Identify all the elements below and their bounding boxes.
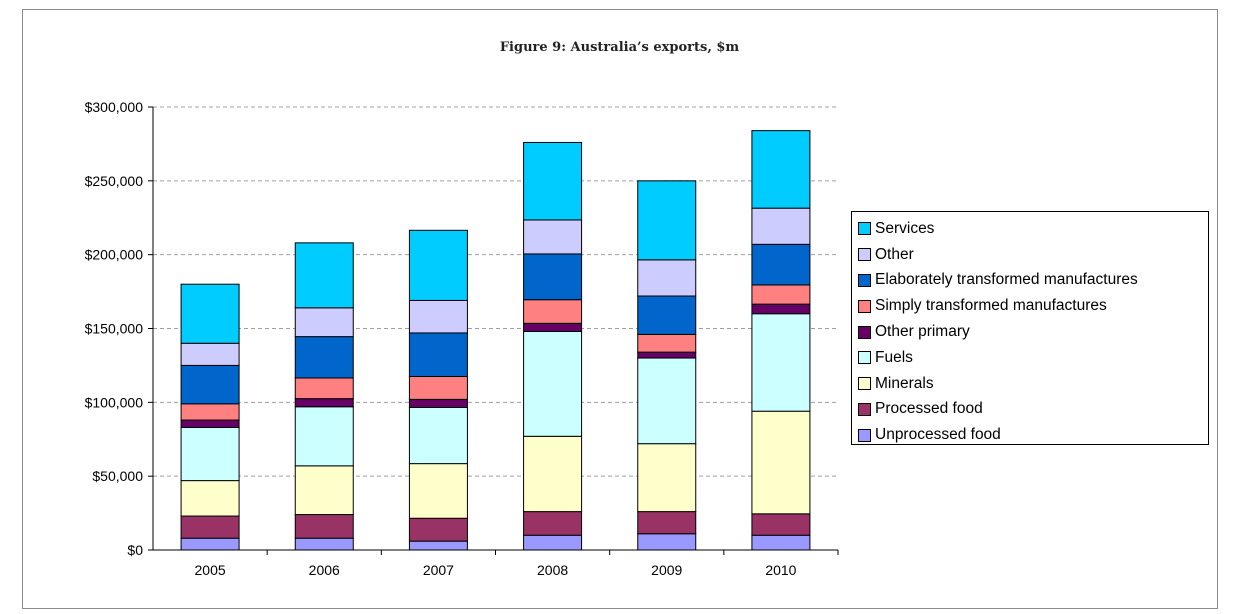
bar-segment [523,141,583,221]
legend-label: Minerals [875,374,934,392]
bar-segment [294,377,354,400]
bar-segment [294,307,354,338]
y-tick-label: $150,000 [85,321,144,337]
legend-swatch [858,222,871,236]
x-tick-label: 2007 [423,562,454,578]
legend-item: Processed food [858,397,1208,423]
legend-item: Unprocessed food [858,422,1208,448]
bar-segment [408,299,468,334]
chart-title: Figure 9: Australia’s exports, $m [499,40,740,55]
bar-segment [408,229,468,301]
bar-segment [523,219,583,255]
bar-segment [751,284,811,305]
bar-segment [408,540,468,551]
y-tick-label: $0 [127,542,143,558]
chart-legend: Services Other Elaborately transformed man… [851,211,1209,445]
bar-segment [751,303,811,315]
bar-segment [408,407,468,465]
legend-item: Simply transformed manufactures [858,293,1208,319]
x-tick-label: 2006 [309,562,340,578]
bar-segment [408,375,468,400]
bar-segment [408,332,468,377]
legend-label: Services [875,219,935,237]
bar-segment [637,351,697,359]
x-tick-label: 2010 [765,562,796,578]
legend-swatch [858,377,871,391]
legend-swatch [858,402,871,416]
bar-segment [523,435,583,513]
bar-segment [294,465,354,516]
bar-segment [751,130,811,209]
legend-swatch [858,248,871,262]
bar-segment [523,330,583,437]
legend-label: Other primary [875,323,970,341]
bar-segment [637,333,697,353]
bar-segment [294,242,354,309]
y-tick-label: $100,000 [85,394,144,410]
bar-segment [294,537,354,551]
legend-label: Fuels [875,348,913,366]
legend-item: Other primary [858,319,1208,345]
legend-label: Processed food [875,400,983,418]
bar-segment [637,180,697,261]
bar-segment [523,511,583,536]
x-tick-label: 2008 [537,562,568,578]
y-tick-label: $250,000 [85,173,144,189]
legend-swatch [858,273,871,287]
bar-segment [637,533,697,551]
bar-segment [751,513,811,536]
bar-segment [408,463,468,519]
bar-segment [751,313,811,412]
legend-item: Minerals [858,371,1208,397]
bar-segment [294,398,354,408]
legend-swatch [858,351,871,365]
bar-segment [180,364,240,405]
x-tick-label: 2005 [195,562,226,578]
bar-segment [751,243,811,286]
bar-segment [637,295,697,335]
bar-segment [180,403,240,421]
legend-item: Other [858,242,1208,268]
bar-segment [523,299,583,324]
legend-swatch [858,325,871,339]
bar-segment [637,259,697,297]
bar-segment [637,511,697,535]
bar-segment [523,322,583,332]
legend-label: Other [875,245,914,263]
y-tick-label: $200,000 [85,247,144,263]
bar-segment [294,406,354,467]
bar-segment [180,480,240,517]
legend-label: Elaborately transformed manufactures [875,271,1138,289]
bar-segment [408,398,468,409]
bar-segment [180,515,240,539]
bar-segment [751,207,811,245]
bar-segment [180,283,240,344]
legend-swatch [858,428,871,442]
legend-label: Unprocessed food [875,426,1001,444]
y-tick-label: $50,000 [92,468,143,484]
y-tick-label: $300,000 [85,99,144,115]
bar-segment [180,537,240,551]
bar-segment [408,517,468,542]
bar-segment [637,443,697,513]
x-tick-label: 2009 [651,562,682,578]
bar-segment [294,514,354,539]
bar-segment [294,336,354,379]
bar-segment [523,534,583,551]
legend-swatch [858,299,871,313]
legend-label: Simply transformed manufactures [875,297,1107,315]
legend-item: Fuels [858,345,1208,371]
bar-segment [751,410,811,515]
bar-segment [751,534,811,551]
bar-segment [637,357,697,445]
bar-segment [180,342,240,366]
bar-segment [180,426,240,482]
legend-item: Elaborately transformed manufactures [858,268,1208,294]
legend-item: Services [858,216,1208,242]
bar-segment [523,253,583,301]
bar-segment [180,419,240,428]
